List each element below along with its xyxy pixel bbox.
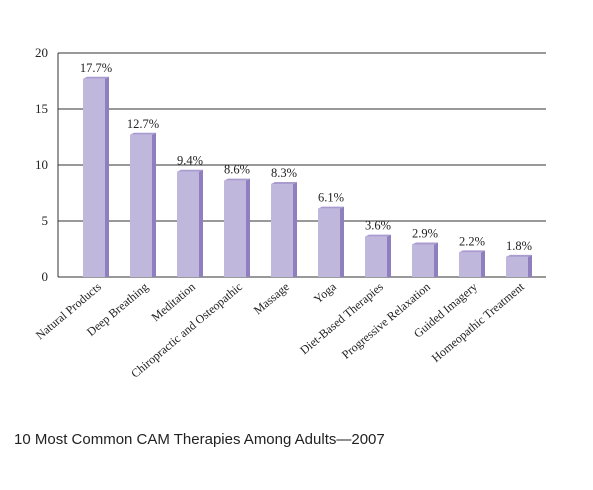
bar-front-face bbox=[365, 236, 387, 277]
bar-top-face bbox=[271, 182, 297, 185]
bar-side-face bbox=[199, 169, 203, 277]
bar-top-face bbox=[177, 169, 203, 172]
bar-top-face bbox=[459, 250, 485, 253]
data-label: 2.2% bbox=[459, 234, 485, 248]
bar-side-face bbox=[528, 254, 532, 277]
bar-front-face bbox=[224, 180, 246, 277]
bar-front-face bbox=[506, 256, 528, 277]
data-label: 8.6% bbox=[224, 163, 250, 177]
bar bbox=[459, 250, 485, 277]
bar bbox=[506, 254, 532, 277]
bars bbox=[83, 76, 532, 277]
chart-caption: 10 Most Common CAM Therapies Among Adult… bbox=[14, 431, 385, 448]
bar-top-face bbox=[224, 178, 250, 181]
bar-top-face bbox=[365, 234, 391, 237]
y-tick-label: 20 bbox=[35, 45, 48, 60]
bar-side-face bbox=[434, 242, 438, 277]
bar-side-face bbox=[340, 206, 344, 277]
data-label: 8.3% bbox=[271, 166, 297, 180]
data-label: 12.7% bbox=[127, 117, 159, 131]
x-category-label: Homeopathic Treatment bbox=[429, 279, 528, 365]
bar-front-face bbox=[271, 184, 293, 277]
bar-top-face bbox=[318, 206, 344, 209]
bar-front-face bbox=[177, 171, 199, 277]
bar-top-face bbox=[83, 76, 109, 79]
x-category-label: Yoga bbox=[311, 279, 340, 306]
data-label: 6.1% bbox=[318, 191, 344, 205]
y-tick-label: 15 bbox=[35, 101, 48, 116]
bar bbox=[83, 76, 109, 277]
x-category-label: Massage bbox=[251, 280, 292, 318]
bar-side-face bbox=[481, 250, 485, 277]
bar bbox=[318, 206, 344, 277]
bar-front-face bbox=[412, 244, 434, 277]
bar-top-face bbox=[130, 132, 156, 135]
y-tick-label: 10 bbox=[35, 157, 48, 172]
data-label: 3.6% bbox=[365, 219, 391, 233]
bar-side-face bbox=[387, 234, 391, 277]
bar-side-face bbox=[152, 132, 156, 277]
x-category-label: Diet-Based Therapies bbox=[297, 279, 386, 357]
data-label: 17.7% bbox=[80, 61, 112, 75]
bar bbox=[365, 234, 391, 277]
bar-front-face bbox=[459, 252, 481, 277]
bar bbox=[177, 169, 203, 277]
bar-side-face bbox=[105, 76, 109, 277]
bar-front-face bbox=[130, 134, 152, 277]
bar bbox=[271, 182, 297, 277]
data-label: 9.4% bbox=[177, 154, 203, 168]
data-label: 2.9% bbox=[412, 227, 438, 241]
bar-top-face bbox=[506, 254, 532, 257]
bar bbox=[130, 132, 156, 277]
bar-side-face bbox=[246, 178, 250, 277]
bar-front-face bbox=[83, 78, 105, 277]
y-tick-label: 0 bbox=[42, 269, 49, 284]
bar bbox=[412, 242, 438, 277]
bar-front-face bbox=[318, 208, 340, 277]
y-tick-label: 5 bbox=[42, 213, 49, 228]
x-category-label: Progressive Relaxation bbox=[339, 280, 433, 362]
data-label: 1.8% bbox=[506, 239, 532, 253]
bar-side-face bbox=[293, 182, 297, 277]
bar bbox=[224, 178, 250, 277]
bar-top-face bbox=[412, 242, 438, 245]
